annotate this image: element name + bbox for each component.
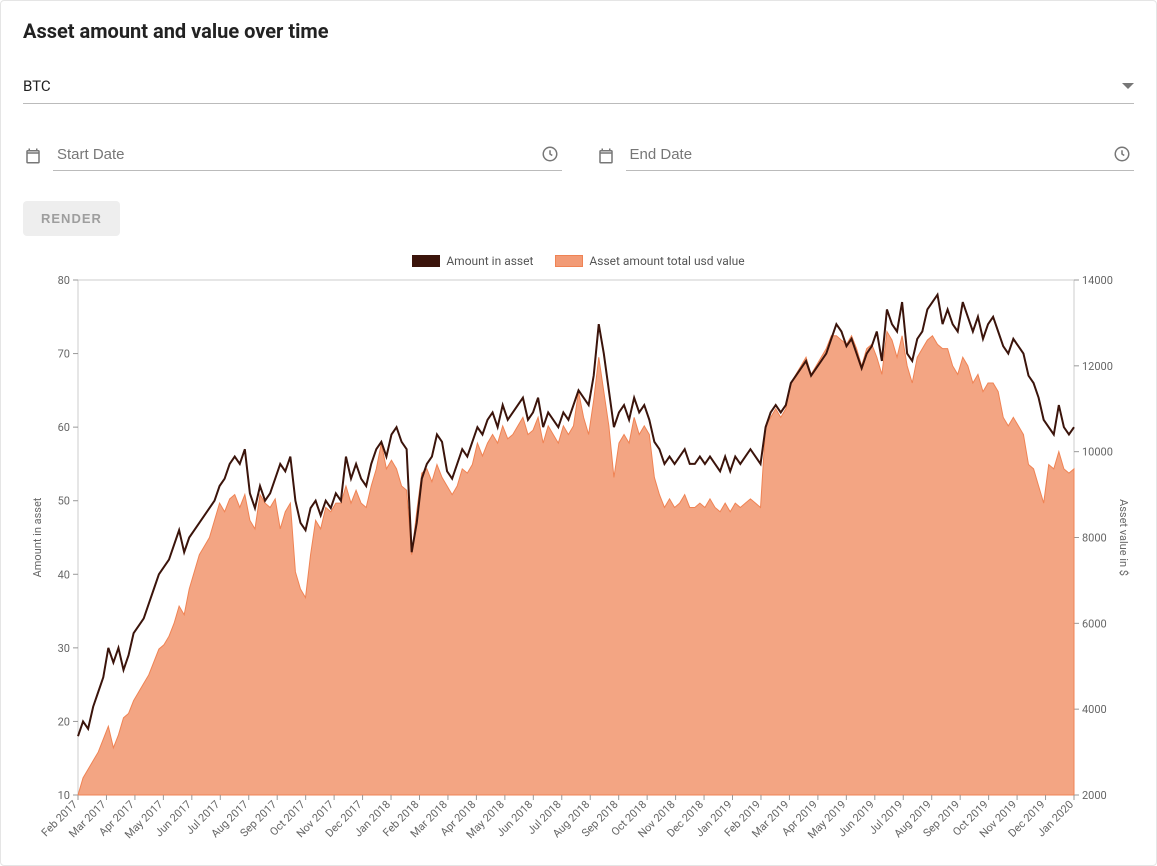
date-row bbox=[23, 140, 1134, 171]
legend-item-usd: Asset amount total usd value bbox=[555, 254, 744, 268]
svg-text:8000: 8000 bbox=[1082, 532, 1107, 545]
end-date-input-wrap[interactable] bbox=[626, 140, 1135, 171]
calendar-icon bbox=[596, 146, 616, 166]
legend-item-amount: Amount in asset bbox=[412, 254, 533, 268]
svg-text:2000: 2000 bbox=[1082, 789, 1107, 802]
chart-wrap: 1020304050607080200040006000800010000120… bbox=[23, 272, 1134, 855]
legend-label: Asset amount total usd value bbox=[589, 254, 744, 268]
svg-text:10000: 10000 bbox=[1082, 446, 1113, 459]
chart-legend: Amount in asset Asset amount total usd v… bbox=[23, 254, 1134, 268]
legend-swatch-line bbox=[412, 255, 440, 267]
svg-text:4000: 4000 bbox=[1082, 703, 1107, 716]
end-date-input[interactable] bbox=[628, 145, 1113, 164]
svg-text:6000: 6000 bbox=[1082, 617, 1107, 630]
clock-icon[interactable] bbox=[540, 144, 560, 164]
svg-text:70: 70 bbox=[58, 348, 70, 361]
start-date-input[interactable] bbox=[55, 145, 540, 164]
start-date-input-wrap[interactable] bbox=[53, 140, 562, 171]
calendar-icon bbox=[23, 146, 43, 166]
svg-text:80: 80 bbox=[58, 274, 70, 287]
asset-selector[interactable]: BTC bbox=[23, 71, 1134, 104]
chart: 1020304050607080200040006000800010000120… bbox=[23, 272, 1134, 855]
svg-text:14000: 14000 bbox=[1082, 274, 1113, 287]
clock-icon[interactable] bbox=[1112, 144, 1132, 164]
chevron-down-icon bbox=[1122, 83, 1134, 89]
svg-text:20: 20 bbox=[58, 715, 70, 728]
svg-text:30: 30 bbox=[58, 642, 70, 655]
legend-swatch-area bbox=[555, 255, 583, 267]
start-date-field bbox=[23, 140, 562, 171]
svg-text:12000: 12000 bbox=[1082, 360, 1113, 373]
svg-text:60: 60 bbox=[58, 421, 70, 434]
svg-text:40: 40 bbox=[58, 568, 70, 581]
svg-text:Asset value in $: Asset value in $ bbox=[1117, 499, 1130, 576]
panel: Asset amount and value over time BTC bbox=[0, 0, 1157, 866]
end-date-field bbox=[596, 140, 1135, 171]
asset-selector-value: BTC bbox=[23, 77, 51, 95]
svg-text:Amount in asset: Amount in asset bbox=[31, 497, 44, 577]
legend-label: Amount in asset bbox=[446, 254, 533, 268]
render-button[interactable]: RENDER bbox=[23, 201, 120, 236]
page-title: Asset amount and value over time bbox=[23, 19, 1134, 43]
svg-text:50: 50 bbox=[58, 495, 70, 508]
